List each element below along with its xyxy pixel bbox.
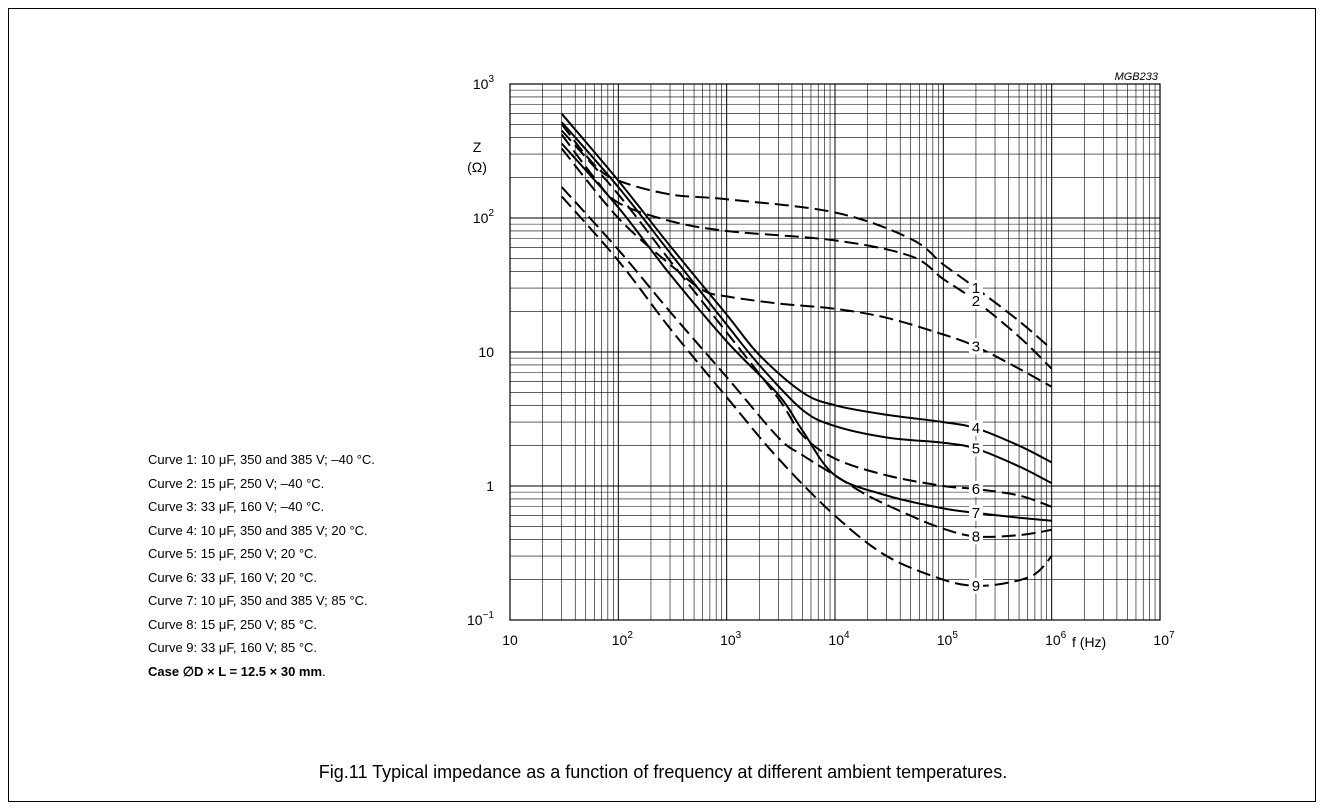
figure-frame xyxy=(8,8,1316,802)
curve-label-bg xyxy=(968,420,983,437)
y-tick-labels: 10−1 1 10 102 103 xyxy=(467,74,494,628)
legend-row-prefix: Curve 3: 33 xyxy=(148,499,219,514)
figure-code: MGB233 xyxy=(1115,71,1159,83)
legend-row-unit: μF xyxy=(218,593,233,608)
legend-row-unit: μF xyxy=(218,640,233,655)
curve-label-5: 5 xyxy=(972,441,980,458)
legend-row-rest: , 250 V; 85 °C. xyxy=(232,616,318,632)
legend-row-unit: μF xyxy=(218,522,233,538)
legend-row-unit: μF xyxy=(218,452,233,467)
x-tick-label: 107 xyxy=(1153,630,1175,648)
y-tick-label: 10−1 xyxy=(467,610,494,628)
legend-row: Curve 1: 10 μF, 350 and 385 V; –40 °C. xyxy=(148,448,375,472)
curve-label-6: 6 xyxy=(972,481,980,498)
x-tick-label: 104 xyxy=(828,630,850,648)
legend-row-prefix: Curve 7: 10 xyxy=(148,593,219,608)
curve-9 xyxy=(560,195,1053,587)
curve-label-9: 9 xyxy=(972,578,980,595)
curve-8 xyxy=(560,186,1052,538)
legend-row: Curve 8: 15 μF, 250 V; 85 °C. xyxy=(148,613,375,637)
curve-label-bg xyxy=(968,338,983,355)
x-tick-label: 103 xyxy=(720,630,742,648)
legend-row-rest: , 350 and 385 V; 20 °C. xyxy=(232,522,368,538)
plot-border xyxy=(509,83,1161,621)
legend-row-rest: , 250 V; 20 °C. xyxy=(232,546,318,561)
legend-row-rest: , 160 V; 20 °C. xyxy=(232,569,318,585)
x-tick-label: 102 xyxy=(612,630,634,648)
legend-row: Curve 9: 33 μF, 160 V; 85 °C. xyxy=(148,636,375,660)
curve-2 xyxy=(560,133,1053,370)
legend-row-prefix: Curve 9: 33 xyxy=(148,640,219,655)
curve-label-bg xyxy=(968,293,983,310)
x-tick-label: 10 xyxy=(502,632,518,648)
legend-row-prefix: Curve 6: 33 xyxy=(148,569,219,585)
legend-row-rest: , 350 and 385 V; –40 °C. xyxy=(232,452,375,467)
curve-1 xyxy=(560,123,1053,350)
legend-row-prefix: Curve 1: 10 xyxy=(148,452,219,467)
legend-row-unit: μF xyxy=(218,616,233,632)
legend-row-rest: , 160 V; 85 °C. xyxy=(232,640,318,655)
legend-row-rest: , 160 V; –40 °C. xyxy=(232,499,325,514)
curve-label-bg xyxy=(968,440,983,457)
x-tick-label: 106 xyxy=(1045,630,1067,648)
legend-row-rest: , 350 and 385 V; 85 °C. xyxy=(232,593,368,608)
legend-row-unit: μF xyxy=(218,569,233,585)
legend-row-prefix: Curve 5: 15 xyxy=(148,546,219,561)
y-tick-label: 1 xyxy=(486,478,494,494)
curve-label-bg xyxy=(968,280,983,297)
curve-label-bg xyxy=(968,577,983,594)
legend-row-unit: μF xyxy=(218,499,233,514)
legend-row: Curve 2: 15 μF, 250 V; –40 °C. xyxy=(148,472,375,496)
curve-label-bg xyxy=(968,528,983,545)
curve-labels: 12 3 4 5 6 7 8 9 xyxy=(968,280,983,595)
legend-row: Curve 5: 15 μF, 250 V; 20 °C. xyxy=(148,542,375,566)
y-axis-label-unit: (Ω) xyxy=(467,159,487,175)
curve-label-bg xyxy=(968,480,983,497)
curve-label-bg xyxy=(968,504,983,521)
legend-row-rest: , 250 V; –40 °C. xyxy=(232,475,325,491)
curve-label-3: 3 xyxy=(972,338,980,355)
case-note-bold: Case ∅D × L = 12.5 × 30 mm xyxy=(148,663,323,679)
case-note-tail: . xyxy=(322,663,326,679)
legend-row-prefix: Curve 4: 10 xyxy=(148,522,219,538)
legend-row: Curve 4: 10 μF, 350 and 385 V; 20 °C. xyxy=(148,519,375,543)
legend-rows: Curve 1: 10 μF, 350 and 385 V; –40 °C. Cu… xyxy=(148,448,375,660)
x-tick-label: 105 xyxy=(937,630,959,648)
x-axis-label: f (Hz) xyxy=(1072,634,1106,650)
legend-row-unit: μF xyxy=(218,475,233,491)
legend-row: Curve 7: 10 μF, 350 and 385 V; 85 °C. xyxy=(148,589,375,613)
case-note: Case ∅D × L = 12.5 × 30 mm. xyxy=(148,660,375,684)
legend-row-prefix: Curve 8: 15 xyxy=(148,616,219,632)
curve-label-4: 4 xyxy=(972,420,980,437)
curve-label-7: 7 xyxy=(972,505,980,522)
legend-row: Curve 3: 33 μF, 160 V; –40 °C. xyxy=(148,495,375,519)
figure-caption: Fig.11 Typical impedance as a function o… xyxy=(318,762,1008,782)
legend-row-prefix: Curve 2: 15 xyxy=(148,475,219,491)
y-tick-label: 103 xyxy=(473,74,495,92)
y-tick-label: 10 xyxy=(478,344,494,360)
curve-label-2: 2 xyxy=(972,293,980,310)
y-axis-label-symbol: Z xyxy=(473,139,482,155)
curve-label-1: 1 xyxy=(972,280,980,297)
curve-legend: Curve 1: 10 μF, 350 and 385 V; –40 °C. Cu… xyxy=(148,448,375,683)
legend-row-unit: μF xyxy=(218,546,233,561)
curve-label-8: 8 xyxy=(972,528,980,545)
legend-row: Curve 6: 33 μF, 160 V; 20 °C. xyxy=(148,566,375,590)
x-tick-labels: 10 102 103 104 105 106 107 xyxy=(502,630,1175,648)
y-tick-label: 102 xyxy=(473,208,495,226)
